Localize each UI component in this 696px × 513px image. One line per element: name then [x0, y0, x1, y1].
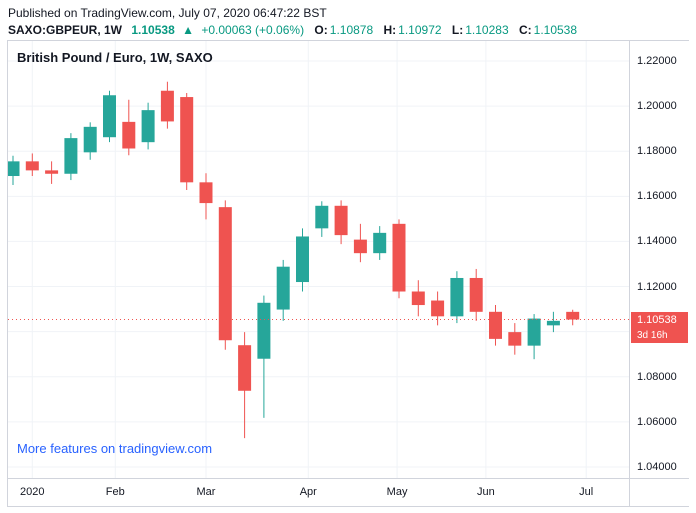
candle-body	[276, 266, 290, 310]
low-label: L:	[451, 23, 464, 37]
tradingview-features-link[interactable]: More features on tradingview.com	[17, 441, 213, 456]
x-axis-label: Jul	[579, 486, 594, 498]
candle-body	[8, 161, 20, 177]
high-label: H:	[383, 23, 397, 37]
candle-body	[508, 332, 522, 346]
close-value: 1.10538	[533, 23, 578, 37]
candle-body	[353, 239, 367, 254]
candle-body	[238, 345, 252, 391]
candle-body	[122, 121, 136, 149]
candle-body	[527, 318, 541, 346]
candle-body	[83, 126, 97, 153]
open-value: 1.10878	[329, 23, 374, 37]
y-axis-tick: 1.08000	[637, 370, 677, 383]
symbol-info-bar: SAXO:GBPEUR, 1W 1.10538 ▲ +0.00063 (+0.0…	[8, 23, 577, 37]
candle-body	[566, 311, 580, 320]
y-axis-tick: 1.16000	[637, 190, 677, 203]
candle-body	[160, 90, 174, 122]
candle-body	[469, 277, 483, 312]
candle-body	[296, 236, 309, 283]
axis-corner	[629, 478, 689, 506]
close-label: C:	[518, 23, 532, 37]
candle-body	[103, 95, 116, 138]
open-label: O:	[314, 23, 328, 37]
candle-body	[392, 223, 406, 292]
candle-body	[64, 138, 78, 174]
candle-body	[373, 232, 387, 254]
candle-body	[257, 302, 271, 359]
x-axis-label: 2020	[20, 486, 45, 498]
y-axis-tick: 1.22000	[637, 54, 677, 67]
chart-title: British Pound / Euro, 1W, SAXO	[17, 50, 213, 65]
y-axis-tick: 1.14000	[637, 235, 677, 248]
candle-body	[334, 205, 348, 236]
y-axis-tick: 1.06000	[637, 415, 677, 428]
candle-body	[199, 182, 213, 204]
last-price: 1.10538	[131, 23, 175, 37]
candle-body	[315, 205, 329, 229]
published-timestamp: Published on TradingView.com, July 07, 2…	[8, 6, 327, 20]
price-axis[interactable]: 1.10538 3d 16h 1.22000 1.20000 1.18000 1.16…	[629, 41, 689, 478]
high-value: 1.10972	[398, 23, 442, 37]
candle-body	[180, 97, 194, 183]
candle-body	[546, 320, 560, 326]
y-axis-tick: 1.12000	[637, 280, 677, 293]
time-axis[interactable]: 2020 Feb Mar Apr May Jun Jul	[8, 478, 629, 506]
candle-body	[450, 277, 464, 317]
bar-countdown-badge: 3d 16h	[631, 327, 688, 343]
x-axis-label: May	[386, 486, 408, 498]
price-chart-canvas[interactable]	[8, 41, 629, 478]
chart-container: British Pound / Euro, 1W, SAXO More feat…	[7, 40, 689, 507]
y-axis-tick: 1.18000	[637, 145, 677, 158]
last-price-axis-badge: 1.10538	[631, 311, 688, 328]
symbol-name: SAXO:GBPEUR, 1W	[8, 23, 123, 37]
x-axis-label: Apr	[299, 486, 317, 498]
y-axis-tick: 1.20000	[637, 100, 677, 113]
candle-body	[25, 161, 39, 171]
x-axis-label: Jun	[476, 486, 495, 498]
candle-body	[489, 311, 502, 339]
x-axis-label: Feb	[105, 486, 125, 498]
price-change: +0.00063 (+0.06%)	[201, 23, 305, 37]
low-value: 1.10283	[465, 23, 509, 37]
y-axis-tick: 1.04000	[637, 461, 677, 473]
candle-body	[45, 170, 59, 174]
candle-body	[431, 300, 445, 317]
x-axis-label: Mar	[196, 486, 216, 498]
candle-body	[218, 207, 232, 341]
change-arrow-icon: ▲	[182, 23, 194, 37]
candle-body	[141, 110, 155, 143]
candlestick-chart[interactable]	[8, 41, 629, 478]
candle-body	[411, 291, 425, 306]
